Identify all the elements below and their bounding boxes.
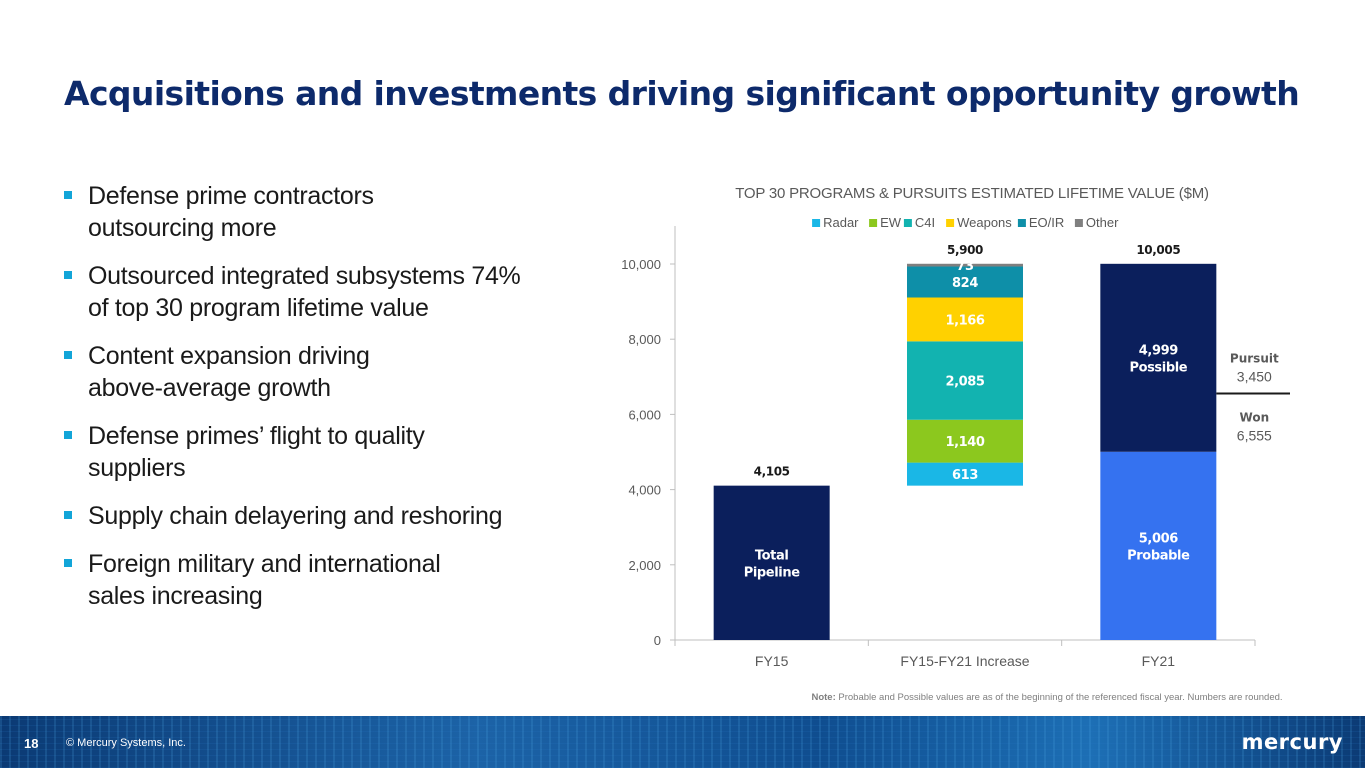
bullet-item: Outsourced integrated subsystems 74% of t… [62, 260, 562, 324]
pursuit-value: 3,450 [1237, 369, 1272, 385]
bar-segment [907, 266, 1023, 298]
data-label: Probable [1127, 548, 1190, 563]
bullet-item: Supply chain delayering and reshoring [62, 500, 562, 532]
bullet-marker-icon [64, 511, 72, 519]
bar-segment [713, 485, 830, 640]
bullet-text: Supply chain delayering and reshoring [88, 502, 503, 530]
legend-label: EW [880, 215, 902, 230]
legend-swatch [1074, 219, 1083, 227]
legend-label: EO/IR [1029, 215, 1064, 230]
legend-label: Weapons [957, 215, 1012, 230]
bullet-marker-icon [64, 351, 72, 359]
bullet-text: Defense primes’ flight to quality [88, 422, 425, 450]
bullet-text: outsourcing more [88, 214, 277, 242]
total-label: 10,005 [1136, 243, 1180, 257]
bar-segment [907, 462, 1023, 486]
legend-swatch [869, 219, 878, 227]
bullet-text: Foreign military and international [88, 550, 441, 578]
y-tick-label: 6,000 [628, 407, 661, 422]
bullet-text: Content expansion driving [88, 342, 370, 370]
bullet-list: Defense prime contractors outsourcing mor… [62, 180, 562, 628]
data-label: 2,085 [945, 375, 984, 390]
x-tick-label: FY15-FY21 Increase [900, 653, 1029, 669]
bar-segment [907, 263, 1023, 267]
won-label: Won [1240, 411, 1270, 425]
data-label: Total [755, 548, 789, 563]
bullet-marker-icon [64, 559, 72, 567]
bullet-text: Defense prime contractors [88, 182, 374, 210]
data-label: Pipeline [744, 565, 800, 580]
chart-note-text: Probable and Possible values are as of t… [838, 692, 1282, 703]
chart-title: TOP 30 PROGRAMS & PURSUITS ESTIMATED LIF… [735, 185, 1209, 202]
page-number: 18 [24, 736, 39, 751]
bar-segment [1100, 451, 1217, 640]
x-tick-label: FY15 [755, 653, 789, 669]
total-label: 5,900 [947, 243, 983, 257]
bullet-marker-icon [64, 431, 72, 439]
bullet-text: sales increasing [88, 582, 263, 610]
bar-segment [1100, 263, 1217, 452]
y-tick-label: 8,000 [628, 332, 661, 347]
data-label: 1,166 [945, 313, 984, 328]
legend-label: C4I [915, 215, 935, 230]
legend-swatch [812, 219, 821, 227]
pursuit-label: Pursuit [1230, 352, 1279, 366]
bullet-marker-icon [64, 271, 72, 279]
y-tick-label: 4,000 [628, 483, 661, 498]
data-label: 5,006 [1139, 531, 1178, 546]
bullet-item: Defense prime contractors outsourcing mor… [62, 180, 562, 244]
page-title: Acquisitions and investments driving sig… [64, 74, 1300, 113]
lifetime-value-chart: TOP 30 PROGRAMS & PURSUITS ESTIMATED LIF… [621, 185, 1290, 703]
bar-segment [907, 297, 1023, 342]
data-label: 1,140 [945, 435, 984, 450]
legend-swatch [903, 219, 912, 227]
copyright-text: © Mercury Systems, Inc. [66, 737, 186, 749]
bullet-text: above-average growth [88, 374, 331, 402]
bullet-text: Outsourced integrated subsystems 74% [88, 262, 521, 290]
won-value: 6,555 [1237, 428, 1272, 444]
x-tick-label: FY21 [1142, 653, 1176, 669]
data-label: 613 [952, 468, 978, 483]
y-tick-label: 0 [654, 633, 661, 648]
data-label: 73 [956, 259, 974, 274]
total-label: 4,105 [754, 465, 790, 479]
chart-note: Note: Probable and Possible values are a… [811, 692, 1282, 703]
legend-swatch [1017, 219, 1026, 227]
bar-segment [907, 419, 1023, 463]
legend-label: Other [1086, 215, 1119, 230]
footer-bar: 18 © Mercury Systems, Inc. mercury [0, 716, 1365, 768]
bar-segment [907, 341, 1023, 420]
data-label: Possible [1129, 360, 1187, 375]
y-tick-label: 2,000 [628, 558, 661, 573]
data-label: 4,999 [1139, 343, 1178, 358]
legend-swatch [946, 219, 955, 227]
bullet-text: of top 30 program lifetime value [88, 294, 429, 322]
data-label: 824 [952, 276, 978, 291]
footer-texture [0, 716, 1365, 768]
bullet-marker-icon [64, 191, 72, 199]
chart-note-prefix: Note: [811, 692, 838, 703]
bullet-text: suppliers [88, 454, 186, 482]
legend-label: Radar [823, 215, 859, 230]
bullet-item: Content expansion driving above-average g… [62, 340, 562, 404]
bullet-item: Defense primes’ flight to quality supplie… [62, 420, 562, 484]
bullet-item: Foreign military and international sales … [62, 548, 562, 612]
mercury-logo: mercury [1241, 730, 1343, 754]
y-tick-label: 10,000 [621, 257, 661, 272]
